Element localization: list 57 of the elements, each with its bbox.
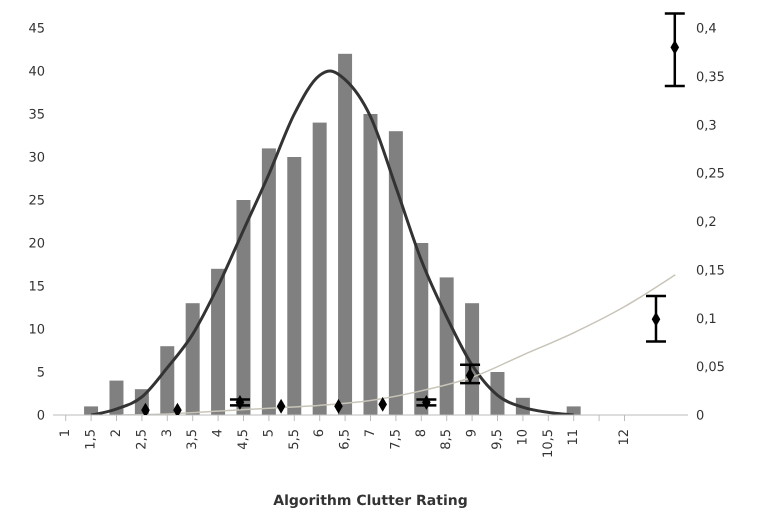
bar [363, 114, 378, 415]
y2-tick-label: 0,4 [696, 22, 717, 37]
x-tick-label: 4 [210, 429, 226, 438]
bar [109, 380, 124, 415]
x-tick-label: 5 [261, 429, 276, 438]
bar [388, 131, 403, 415]
x-tick-label: 8,5 [439, 429, 454, 450]
x-tick-label: 5,5 [286, 429, 302, 450]
y-tick-label: 0 [36, 408, 45, 424]
x-tick-label: 2 [109, 429, 124, 438]
bar [287, 157, 302, 415]
x-tick-label: 8 [414, 429, 429, 438]
x-tick-label: 4,5 [236, 429, 251, 450]
y-tick-label: 15 [28, 280, 45, 295]
bar [186, 303, 200, 415]
x-axis-title: Algorithm Clutter Rating [273, 493, 468, 509]
y2-tick-label: 0,35 [696, 70, 725, 85]
x-tick-label: 12 [617, 429, 632, 446]
y-tick-label: 5 [36, 366, 45, 381]
y-tick-label: 25 [28, 194, 45, 209]
x-tick-label: 6 [312, 429, 328, 438]
bar [312, 122, 327, 415]
x-tick-label: 10,5 [540, 429, 556, 458]
x-tick-label: 6,5 [338, 429, 353, 450]
y-tick-label: 45 [28, 22, 45, 37]
x-tick-label: 1 [58, 429, 74, 438]
y-tick-label: 35 [28, 108, 45, 123]
bar [262, 148, 276, 415]
x-tick-label: 9,5 [490, 429, 505, 450]
y-tick-label: 20 [28, 236, 45, 252]
x-tick-label: 10 [515, 429, 530, 446]
y-tick-label: 30 [28, 150, 45, 166]
x-tick-label: 7 [363, 429, 378, 438]
line-series [120, 274, 676, 415]
y2-tick-label: 0,3 [696, 118, 717, 134]
bar [440, 277, 454, 415]
line-series [90, 70, 576, 415]
y2-tick-label: 0 [696, 408, 704, 424]
bar [236, 200, 250, 415]
y2-tick-label: 0,25 [696, 166, 725, 182]
y-tick-label: 40 [28, 64, 45, 80]
y2-tick-label: 0,1 [696, 312, 717, 327]
x-tick-label: 7,5 [388, 429, 404, 450]
bar [338, 54, 352, 415]
bar [490, 372, 504, 415]
bar [211, 268, 226, 415]
x-tick-label: 2,5 [134, 429, 150, 450]
x-tick-label: 1,5 [84, 429, 99, 450]
x-tick-label: 9 [464, 429, 480, 438]
y2-tick-label: 0,05 [696, 360, 725, 376]
y-tick-label: 10 [28, 322, 45, 338]
y2-tick-label: 0,2 [696, 215, 717, 230]
y2-tick-label: 0,15 [696, 263, 725, 278]
bar [160, 346, 174, 415]
x-tick-label: 11 [566, 429, 582, 446]
x-tick-label: 3 [160, 429, 175, 438]
x-tick-label: 3,5 [185, 429, 200, 450]
